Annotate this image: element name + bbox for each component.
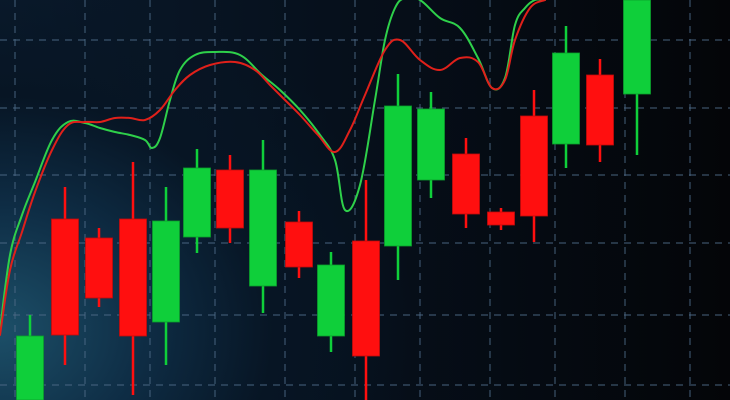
candle-2 (85, 228, 113, 307)
candle-body-down (216, 169, 244, 229)
candle-body-down (487, 211, 515, 226)
candle-body-up (152, 220, 180, 323)
candle-body-up (317, 264, 345, 337)
candle-body-down (85, 237, 113, 299)
moving-averages-layer (0, 0, 546, 336)
candle-body-down (520, 115, 548, 217)
candle-15 (520, 90, 548, 242)
candle-5 (183, 149, 211, 253)
candle-10 (352, 180, 380, 400)
candle-3 (119, 162, 147, 395)
candle-body-up (384, 105, 412, 247)
candle-body-up (249, 169, 277, 287)
candle-12 (417, 92, 445, 198)
candle-body-down (119, 218, 147, 337)
candle-0 (16, 315, 44, 400)
candle-body-down (285, 221, 313, 268)
candle-9 (317, 252, 345, 352)
candle-body-down (452, 153, 480, 215)
candle-6 (216, 155, 244, 243)
candle-17 (586, 59, 614, 162)
candle-body-down (51, 218, 79, 336)
candle-1 (51, 187, 79, 365)
candle-4 (152, 187, 180, 365)
candle-8 (285, 211, 313, 278)
candle-body-up (16, 335, 44, 400)
candle-18 (623, 0, 651, 155)
candle-body-up (552, 52, 580, 145)
candle-body-down (352, 240, 380, 357)
candle-7 (249, 140, 277, 313)
candle-13 (452, 138, 480, 228)
candles-layer (16, 0, 651, 400)
candle-body-down (586, 74, 614, 146)
candle-14 (487, 208, 515, 230)
moving-average-line-0 (0, 0, 546, 331)
candle-body-up (623, 0, 651, 95)
candle-body-up (417, 108, 445, 181)
candle-body-up (183, 167, 211, 238)
candle-11 (384, 74, 412, 280)
moving-average-line-1 (0, 0, 546, 336)
candle-16 (552, 26, 580, 168)
